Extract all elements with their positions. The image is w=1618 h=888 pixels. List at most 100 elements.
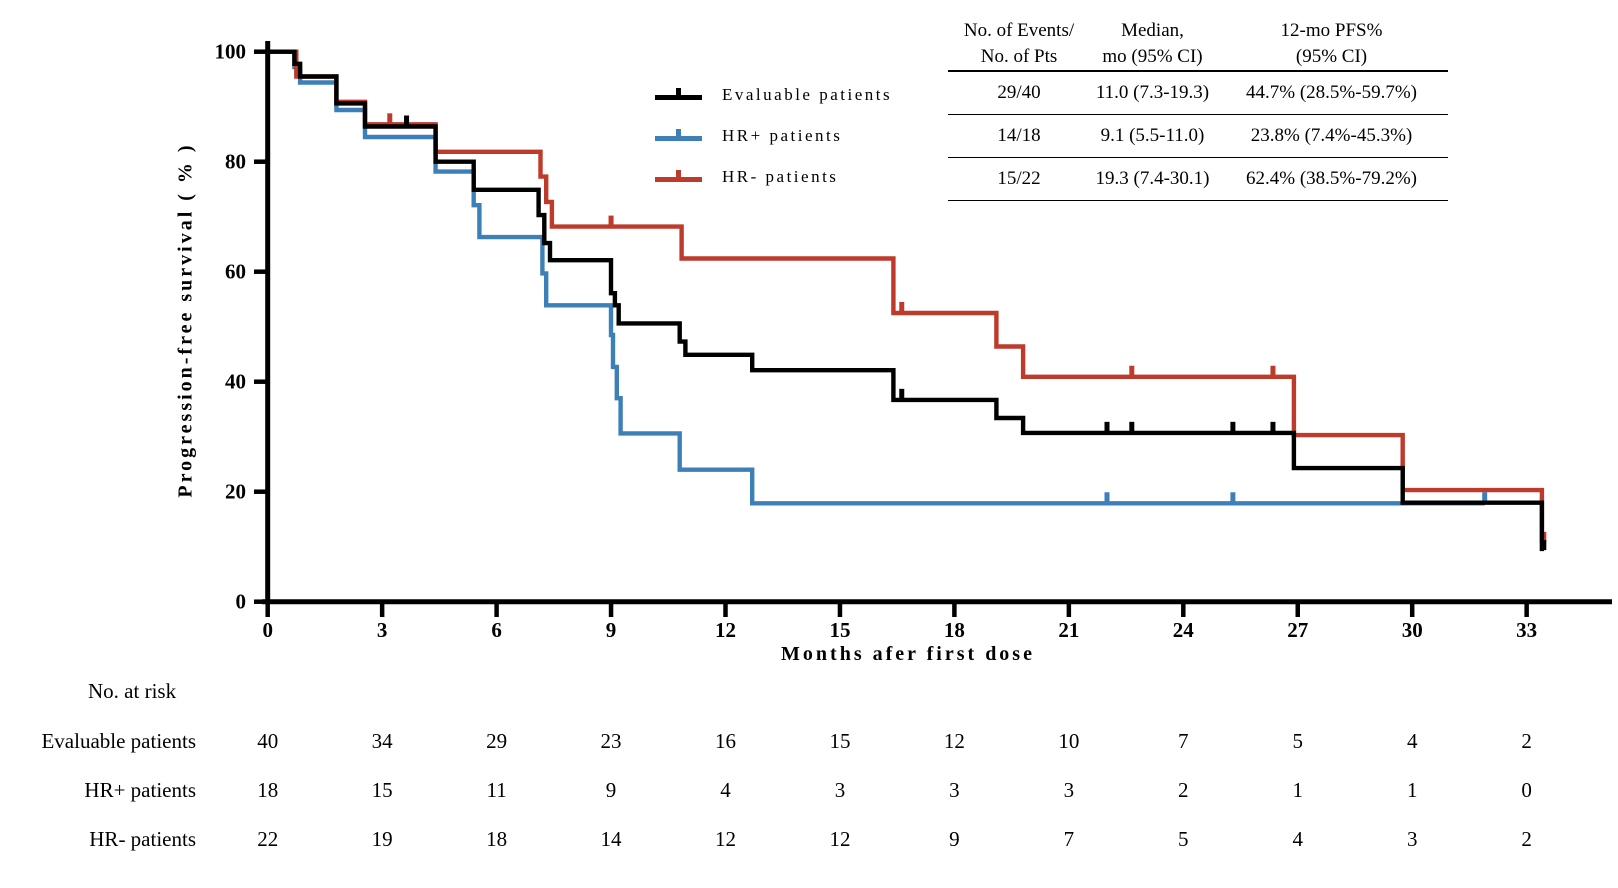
risk-count-hr-patients: 3 — [1406, 827, 1418, 851]
risk-table-title: No. at risk — [88, 679, 177, 703]
risk-count-hr-patients: 19 — [371, 827, 393, 851]
censor-tick-evaluable-patients — [899, 388, 905, 399]
censor-tick-hr-patients — [1104, 492, 1110, 503]
x-tick-label: 27 — [1287, 618, 1308, 642]
risk-count-hr-patients: 3 — [949, 778, 960, 802]
risk-count-evaluable-patients: 29 — [486, 729, 508, 753]
x-tick-label: 12 — [715, 618, 736, 642]
x-tick-label: 18 — [944, 618, 965, 642]
stats-events-evaluable: 29/40 — [948, 72, 1090, 115]
risk-count-hr-patients: 22 — [257, 827, 279, 851]
y-tick-label: 0 — [236, 590, 247, 614]
risk-count-hr-patients: 9 — [605, 778, 617, 802]
y-axis-title: Progression-free survival ( % ) — [174, 142, 197, 498]
censor-tick-evaluable-patients — [1270, 421, 1276, 432]
legend-marker-hr-negative — [655, 169, 702, 184]
y-tick-label: 100 — [215, 40, 247, 64]
stats-median-evaluable: 11.0 (7.3-19.3) — [1090, 72, 1215, 115]
risk-row-label-hr-positive: HR+ patients — [84, 778, 196, 802]
censor-tick-evaluable-patients — [404, 115, 410, 126]
legend-label: HR+ patients — [722, 125, 843, 145]
risk-count-hr-patients: 4 — [1292, 827, 1304, 851]
risk-count-evaluable-patients: 34 — [371, 729, 393, 753]
risk-count-evaluable-patients: 2 — [1521, 729, 1532, 753]
stats-header-12mo-pfs: 12-mo PFS% (95% CI) — [1215, 16, 1448, 72]
legend-item-evaluable: Evaluable patients — [655, 74, 892, 115]
x-axis-title-text: Months afer first dose — [781, 643, 1035, 665]
censor-tick-hr-patients — [1270, 365, 1276, 376]
risk-count-hr-patients: 15 — [371, 778, 393, 802]
x-tick-label: 3 — [377, 618, 388, 642]
y-tick-label: 80 — [225, 150, 246, 174]
risk-count-evaluable-patients: 15 — [829, 729, 851, 753]
stats-pfs12-hr-positive: 23.8% (7.4%-45.3%) — [1215, 115, 1448, 158]
x-tick-label: 24 — [1173, 618, 1195, 642]
stats-median-hr-positive: 9.1 (5.5-11.0) — [1090, 115, 1215, 158]
risk-count-hr-patients: 11 — [486, 778, 507, 802]
risk-count-hr-patients: 1 — [1292, 778, 1304, 802]
y-tick-label: 20 — [225, 480, 246, 504]
legend-marker-hr-positive — [655, 128, 702, 143]
stats-header-median: Median, mo (95% CI) — [1090, 16, 1215, 72]
risk-count-evaluable-patients: 7 — [1178, 729, 1189, 753]
risk-count-hr-patients: 4 — [720, 778, 731, 802]
censor-tick-icon — [676, 128, 681, 137]
legend-line-icon — [655, 135, 702, 141]
legend-label: HR- patients — [722, 166, 839, 186]
risk-count-hr-patients: 12 — [715, 827, 736, 851]
risk-count-hr-patients: 3 — [834, 778, 846, 802]
risk-count-hr-patients: 3 — [1063, 778, 1075, 802]
legend-label: Evaluable patients — [722, 84, 893, 104]
x-tick-label: 21 — [1058, 618, 1079, 642]
risk-count-evaluable-patients: 12 — [943, 729, 965, 753]
legend-marker-evaluable — [655, 87, 702, 102]
x-tick-label: 15 — [829, 618, 850, 642]
censor-tick-evaluable-patients — [1104, 421, 1110, 432]
risk-count-hr-patients: 18 — [257, 778, 279, 802]
risk-count-hr-patients: 12 — [829, 827, 851, 851]
y-tick-label: 40 — [225, 370, 246, 394]
risk-count-hr-patients: 1 — [1406, 778, 1418, 802]
censor-tick-hr-patients — [608, 215, 614, 226]
stats-pfs12-hr-negative: 62.4% (38.5%-79.2%) — [1215, 158, 1448, 201]
censor-tick-evaluable-patients — [1230, 421, 1236, 432]
censor-tick-icon — [676, 169, 681, 178]
x-tick-label: 33 — [1516, 618, 1537, 642]
x-tick-label: 9 — [606, 618, 617, 642]
legend-item-hr-negative: HR- patients — [655, 156, 892, 197]
risk-count-hr-patients: 2 — [1521, 827, 1532, 851]
curve-evaluable-patients — [267, 49, 1545, 552]
legend-item-hr-positive: HR+ patients — [655, 115, 892, 156]
risk-count-evaluable-patients: 40 — [257, 729, 279, 753]
censor-tick-evaluable-patients — [1129, 421, 1135, 432]
risk-count-evaluable-patients: 10 — [1058, 729, 1080, 753]
stats-events-hr-positive: 14/18 — [948, 115, 1090, 158]
stats-table: No. of Events/ No. of Pts Median, mo (95… — [948, 16, 1448, 201]
risk-count-hr-patients: 5 — [1178, 827, 1189, 851]
risk-count-hr-patients: 18 — [486, 827, 508, 851]
stats-header-events: No. of Events/ No. of Pts — [948, 16, 1090, 72]
risk-count-hr-patients: 0 — [1521, 778, 1532, 802]
legend-line-icon — [655, 94, 702, 100]
stats-median-hr-negative: 19.3 (7.4-30.1) — [1090, 158, 1215, 201]
censor-tick-hr-patients — [1482, 492, 1488, 503]
risk-count-hr-patients: 9 — [949, 827, 960, 851]
legend-line-icon — [655, 176, 702, 182]
censor-tick-hr-patients — [1230, 492, 1236, 503]
risk-count-evaluable-patients: 4 — [1406, 729, 1418, 753]
censor-tick-icon — [676, 87, 681, 96]
y-tick-label: 60 — [225, 260, 246, 284]
x-tick-label: 6 — [491, 618, 502, 642]
x-tick-label: 30 — [1402, 618, 1423, 642]
risk-row-label-hr-negative: HR- patients — [89, 827, 196, 851]
risk-count-evaluable-patients: 23 — [600, 729, 622, 753]
censor-tick-hr-patients — [899, 301, 905, 312]
censor-tick-hr-patients — [1129, 365, 1135, 376]
censor-tick-hr-patients — [387, 113, 393, 124]
risk-count-evaluable-patients: 5 — [1292, 729, 1304, 753]
stats-pfs12-evaluable: 44.7% (28.5%-59.7%) — [1215, 72, 1448, 115]
stats-events-hr-negative: 15/22 — [948, 158, 1090, 201]
risk-count-evaluable-patients: 16 — [715, 729, 736, 753]
